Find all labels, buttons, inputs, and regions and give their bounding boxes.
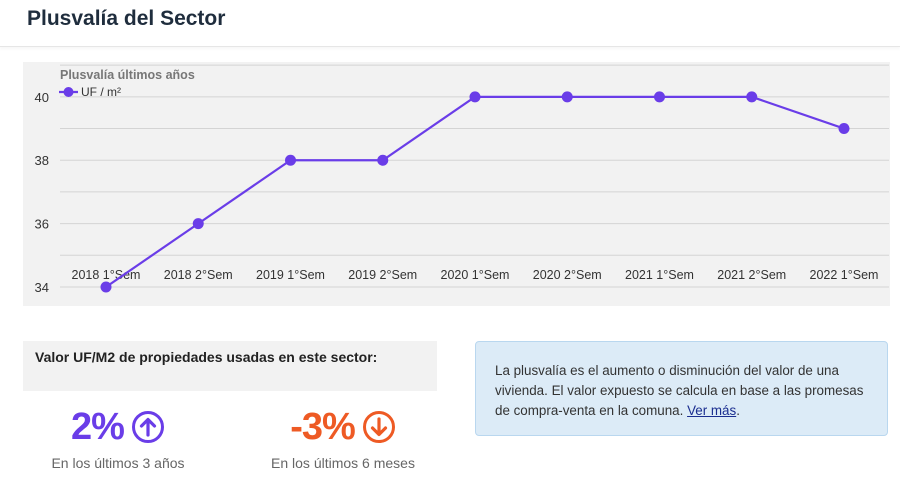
x-tick-label: 2021 1°Sem (625, 268, 694, 282)
x-tick-label: 2019 1°Sem (256, 268, 325, 282)
info-text: La plusvalía es el aumento o disminución… (495, 361, 880, 421)
data-point[interactable] (285, 154, 296, 166)
data-point[interactable] (654, 91, 665, 103)
data-point[interactable] (192, 218, 204, 230)
data-point[interactable] (469, 91, 481, 103)
data-point[interactable] (838, 123, 850, 135)
stat-6-months: -3% En los últimos 6 meses (243, 405, 443, 472)
data-point[interactable] (377, 154, 389, 166)
legend-marker (63, 87, 74, 97)
arrow-up-circle-icon (131, 410, 165, 444)
stat-value: -3% (290, 405, 356, 448)
ver-mas-link[interactable]: Ver más (687, 403, 737, 418)
line-chart: 34 36 38 40 2018 1°Sem 2018 2°Sem 2019 1°Sem 2… (35, 64, 889, 295)
chart-title: Plusvalía últimos años (60, 68, 195, 82)
x-tick-label: 2021 2°Sem (717, 268, 786, 282)
stats-heading: Valor UF/M2 de propiedades usadas en est… (35, 349, 378, 365)
arrow-down-circle-icon (362, 410, 396, 444)
stat-caption: En los últimos 3 años (51, 455, 185, 471)
y-tick-label: 38 (35, 153, 49, 168)
x-tick-label: 2020 2°Sem (533, 268, 602, 282)
info-box: La plusvalía es el aumento o disminución… (475, 341, 888, 436)
y-tick-label: 36 (35, 217, 49, 232)
y-tick-label: 34 (35, 280, 49, 295)
data-point[interactable] (100, 281, 112, 293)
x-tick-label: 2020 1°Sem (441, 268, 510, 282)
x-tick-label: 2018 2°Sem (164, 268, 233, 282)
x-tick-label: 2018 1°Sem (72, 268, 141, 282)
stat-caption: En los últimos 6 meses (271, 455, 415, 471)
x-tick-label: 2019 2°Sem (348, 268, 417, 282)
info-end: . (736, 403, 740, 418)
legend[interactable]: UF / m² (59, 85, 121, 99)
stat-value: 2% (71, 405, 125, 448)
x-tick-label: 2022 1°Sem (810, 268, 879, 282)
data-point[interactable] (746, 91, 758, 103)
header: Plusvalía del Sector (0, 0, 900, 47)
legend-label: UF / m² (81, 85, 121, 99)
stat-3-years: 2% En los últimos 3 años (18, 405, 218, 472)
info-body: La plusvalía es el aumento o disminución… (495, 363, 864, 418)
y-tick-label: 40 (35, 90, 49, 105)
chart-panel: 34 36 38 40 2018 1°Sem 2018 2°Sem 2019 1°Sem 2… (23, 62, 890, 306)
stats-heading-box: Valor UF/M2 de propiedades usadas en est… (23, 341, 437, 391)
data-point[interactable] (561, 91, 573, 103)
page-title: Plusvalía del Sector (27, 7, 226, 30)
